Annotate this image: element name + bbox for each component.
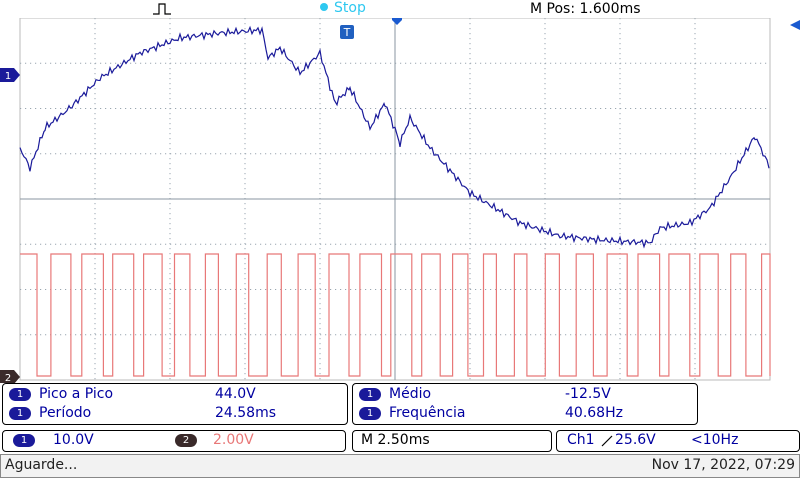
channel-2-badge: 2 (175, 434, 197, 447)
trigger-box[interactable]: Ch1 25.6V <10Hz (556, 430, 800, 452)
run-state-indicator-icon (320, 3, 328, 11)
measurements-panel-right: 1 Médio -12.5V 1 Frequência 40.68Hz (352, 383, 698, 425)
top-bar: Stop M Pos: 1.600ms (0, 0, 800, 18)
svg-text:1: 1 (5, 71, 11, 82)
measurement-row[interactable]: 1 Pico a Pico (9, 386, 113, 404)
measurement-value: 44.0V (215, 386, 256, 402)
measurements-panel-left: 1 Pico a Pico 44.0V 1 Período 24.58ms (2, 383, 348, 425)
rising-edge-icon (601, 435, 613, 447)
measurement-label: Período (39, 405, 92, 421)
channel-1-marker[interactable]: 1 (0, 68, 20, 82)
channel-2-marker[interactable]: 2 (0, 370, 20, 383)
channel-badge: 1 (9, 388, 31, 401)
measurement-value: 40.68Hz (565, 405, 623, 421)
trigger-frequency: <10Hz (691, 432, 739, 448)
waveform-display: T 1 2 (0, 18, 800, 383)
status-message: Aguarde... (5, 457, 78, 473)
run-state-label[interactable]: Stop (334, 0, 366, 16)
timebase-value: M 2.50ms (361, 432, 430, 448)
measurement-value: -12.5V (565, 386, 611, 402)
graticule (19, 18, 771, 381)
measurement-row[interactable]: 1 Médio (359, 386, 431, 404)
channel-badge: 1 (9, 407, 31, 420)
trigger-t-marker[interactable]: T (340, 25, 354, 39)
trigger-level-marker[interactable] (790, 20, 800, 30)
trigger-position-marker[interactable] (392, 18, 402, 25)
svg-text:2: 2 (5, 373, 11, 383)
date-time: Nov 17, 2022, 07:29 (651, 457, 795, 473)
channel-2-scale: 2.00V (213, 432, 254, 448)
measurement-value: 24.58ms (215, 405, 277, 421)
bottom-status-bar: Aguarde... Nov 17, 2022, 07:29 (0, 454, 800, 478)
channel-1-scale-box[interactable]: 1 10.0V 2 2.00V (2, 430, 346, 452)
svg-text:T: T (343, 26, 351, 39)
trigger-pulse-icon (153, 3, 171, 15)
trigger-level: 25.6V (615, 432, 656, 448)
channel-1-scale: 10.0V (53, 432, 94, 448)
measurement-label: Frequência (389, 405, 466, 421)
measurement-row[interactable]: 1 Período (9, 405, 91, 423)
measurement-label: Pico a Pico (39, 386, 114, 402)
measurement-row[interactable]: 1 Frequência (359, 405, 466, 423)
horizontal-position: M Pos: 1.600ms (530, 1, 641, 17)
channel-badge: 1 (359, 407, 381, 420)
timebase-box[interactable]: M 2.50ms (352, 430, 552, 452)
measurement-label: Médio (389, 386, 432, 402)
channel-1-trace (19, 25, 770, 249)
channel-2-trace (20, 253, 771, 377)
channel-badge: 1 (359, 388, 381, 401)
channel-1-badge: 1 (13, 434, 35, 447)
trigger-source: Ch1 (567, 432, 595, 448)
